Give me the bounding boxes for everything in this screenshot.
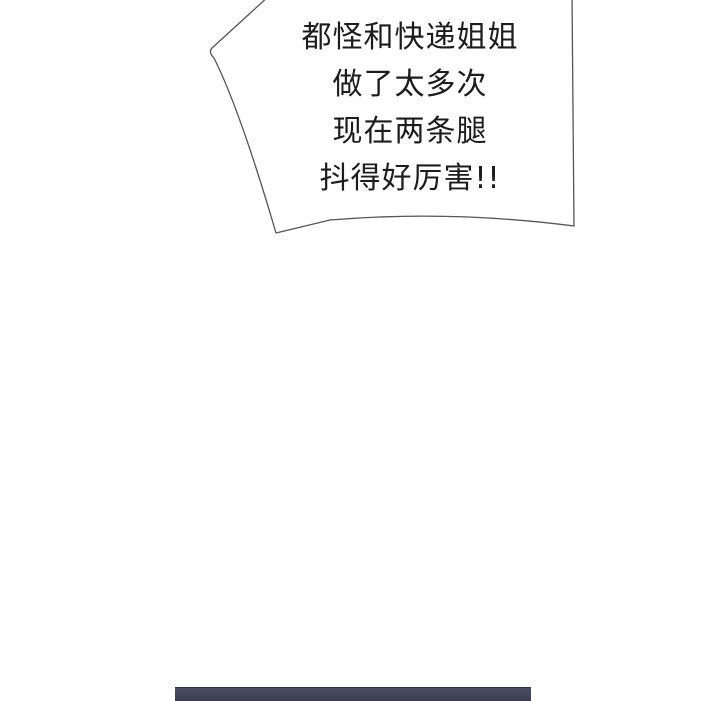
bubble-line-2: 做了太多次 xyxy=(332,67,488,102)
speech-bubble-text: 都怪和快递姐姐 做了太多次 现在两条腿 抖得好厉害!! xyxy=(270,14,550,202)
bubble-line-1: 都怪和快递姐姐 xyxy=(301,20,519,55)
speech-bubble: 都怪和快递姐姐 做了太多次 现在两条腿 抖得好厉害!! xyxy=(0,0,720,260)
next-panel-edge xyxy=(175,687,531,701)
bubble-line-4: 抖得好厉害!! xyxy=(319,161,501,196)
speech-bubble-outline xyxy=(209,0,575,234)
bubble-line-3: 现在两条腿 xyxy=(332,114,488,149)
